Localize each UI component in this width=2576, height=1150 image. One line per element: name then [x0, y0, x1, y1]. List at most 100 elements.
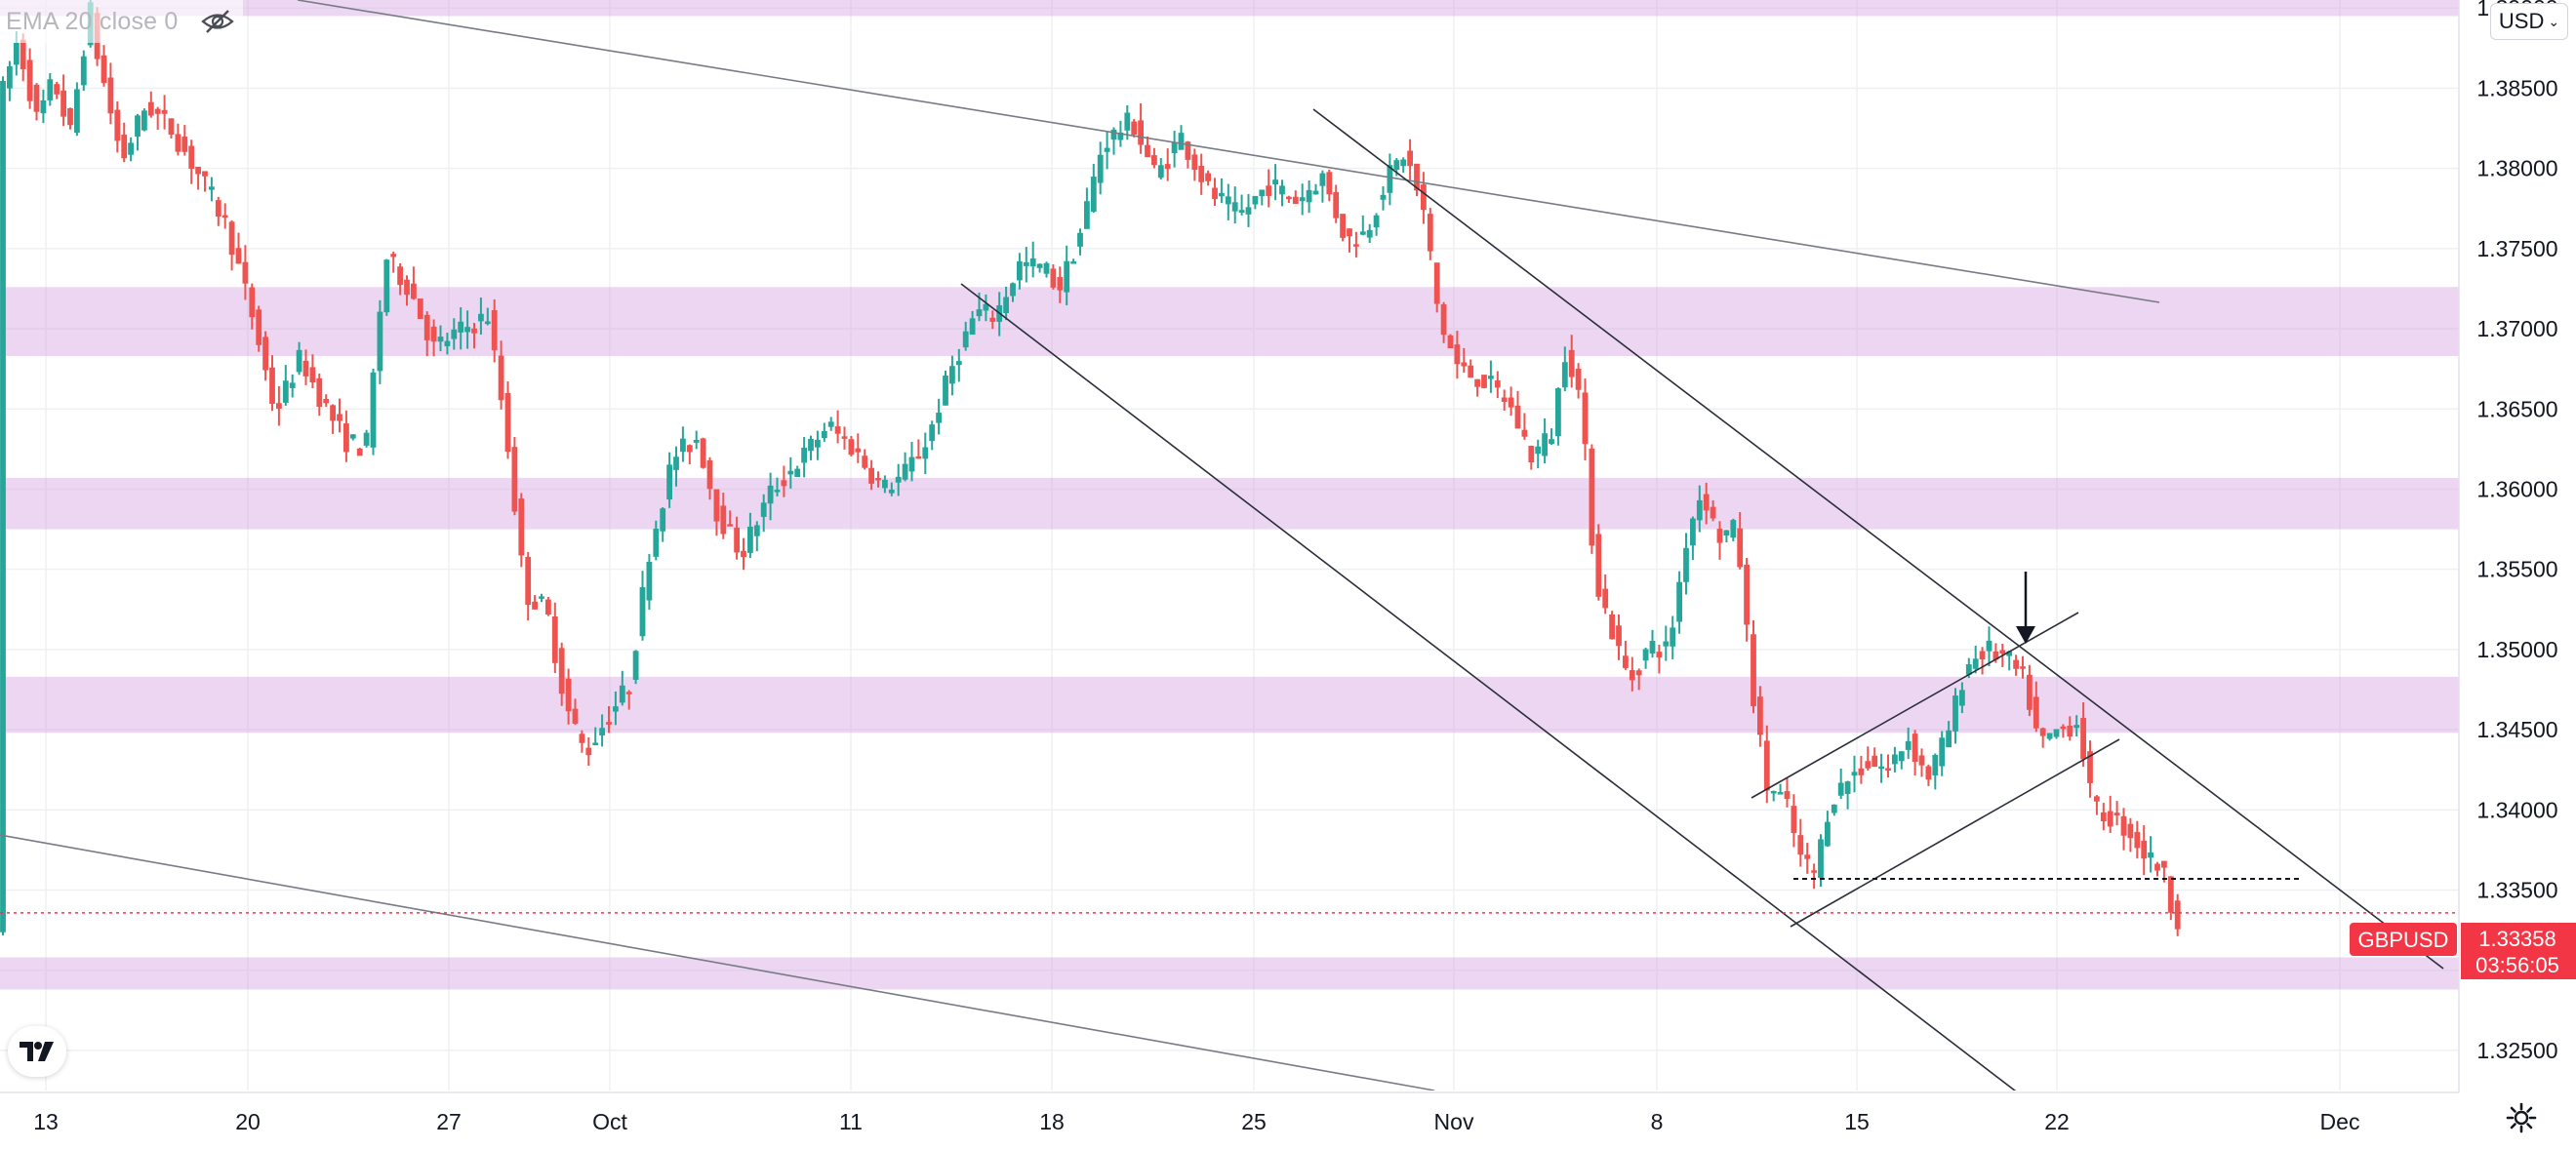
sr-zone[interactable]	[0, 0, 2459, 17]
candle	[1178, 125, 1185, 150]
candle	[1716, 521, 1723, 560]
candle	[1932, 753, 1939, 790]
candle	[377, 299, 383, 384]
price-label: GBPUSD 1.33358 03:56:05	[2350, 923, 2576, 979]
candle	[444, 333, 451, 355]
candle	[545, 596, 551, 616]
candle	[1494, 371, 1501, 399]
candle	[2046, 733, 2053, 741]
candle	[40, 89, 47, 124]
candle	[1629, 656, 1635, 692]
sr-zone[interactable]	[0, 287, 2459, 356]
descending-line-2[interactable]	[960, 283, 2087, 1146]
candle	[262, 331, 269, 381]
candle	[2033, 681, 2039, 733]
candle	[1488, 360, 1494, 393]
candle	[1918, 748, 1925, 777]
flag-top-line[interactable]	[1751, 612, 2079, 799]
sr-zone[interactable]	[0, 676, 2459, 734]
candle	[1245, 193, 1252, 227]
candle	[1050, 264, 1057, 290]
candle	[242, 245, 249, 300]
candle	[2113, 801, 2120, 826]
candle	[1157, 157, 1164, 180]
candle	[26, 48, 33, 109]
candles	[0, 0, 2181, 936]
down-arrow-icon[interactable]	[2016, 572, 2035, 644]
flag-bottom-line[interactable]	[1790, 738, 2120, 928]
candle	[464, 310, 471, 349]
candle	[202, 171, 208, 192]
candle	[1791, 794, 1797, 848]
candle	[1225, 183, 1231, 220]
candle	[1690, 516, 1696, 561]
candle	[1090, 164, 1097, 214]
candle	[2148, 836, 2153, 873]
candle	[1306, 180, 1312, 214]
candle	[532, 595, 539, 610]
candle	[1555, 387, 1561, 446]
candle	[1010, 282, 1016, 302]
candle	[471, 323, 477, 349]
candle	[1097, 141, 1104, 195]
candle	[74, 82, 80, 137]
candle	[296, 341, 302, 376]
candle	[289, 374, 296, 398]
candle	[1865, 746, 1872, 772]
grid	[0, 0, 2459, 1091]
candle	[1414, 163, 1420, 196]
candle	[1440, 301, 1447, 343]
candle	[430, 319, 437, 357]
candle	[1017, 253, 1023, 290]
currency-select[interactable]: USD ⌄	[2490, 3, 2568, 40]
candle	[2080, 702, 2086, 768]
descending-line-1[interactable]	[1312, 108, 2444, 970]
candle	[794, 465, 801, 478]
lower-channel-line[interactable]	[0, 834, 1435, 1091]
time-axis[interactable]: 13 20 27 Oct 11 18 25 Nov 8 15 22 Dec	[0, 1091, 2576, 1145]
candle	[2120, 808, 2127, 851]
sr-zone[interactable]	[0, 477, 2459, 530]
candle	[558, 642, 565, 706]
upper-channel-line[interactable]	[297, 0, 2160, 303]
candle	[1623, 640, 1629, 670]
candle	[713, 489, 720, 536]
candle	[1609, 611, 1615, 640]
candle	[1474, 378, 1480, 397]
candle	[1703, 482, 1710, 525]
indicator-legend[interactable]: EMA 20 close 0	[0, 0, 243, 43]
candle	[936, 398, 943, 435]
candle	[1333, 184, 1340, 223]
date-tick: 20	[235, 1109, 261, 1134]
candle	[161, 95, 168, 130]
candle	[660, 506, 666, 542]
candle	[2100, 803, 2107, 831]
candle	[827, 416, 834, 431]
candle	[2053, 729, 2060, 739]
candle	[1299, 183, 1306, 216]
candle	[1514, 390, 1521, 429]
candle	[1292, 190, 1299, 205]
trendlines[interactable]	[0, 0, 2444, 1146]
candle	[888, 482, 895, 496]
eye-slash-icon[interactable]	[200, 8, 235, 35]
candle	[666, 452, 673, 508]
candle	[1872, 747, 1878, 768]
candle	[855, 433, 862, 463]
candle	[504, 381, 511, 459]
candle	[808, 435, 814, 460]
candle	[1831, 804, 1837, 816]
candle	[1023, 247, 1029, 283]
candle	[1892, 746, 1898, 773]
candle	[1366, 223, 1373, 243]
price-tick: 1.35000	[2476, 637, 2557, 662]
sr-zone[interactable]	[0, 957, 2459, 990]
candle	[753, 521, 760, 552]
symbol-badge	[2350, 923, 2457, 956]
tradingview-logo-icon[interactable]	[8, 1026, 66, 1077]
gear-icon[interactable]	[2506, 1102, 2537, 1133]
candle	[613, 691, 619, 726]
candle	[1912, 730, 1918, 775]
